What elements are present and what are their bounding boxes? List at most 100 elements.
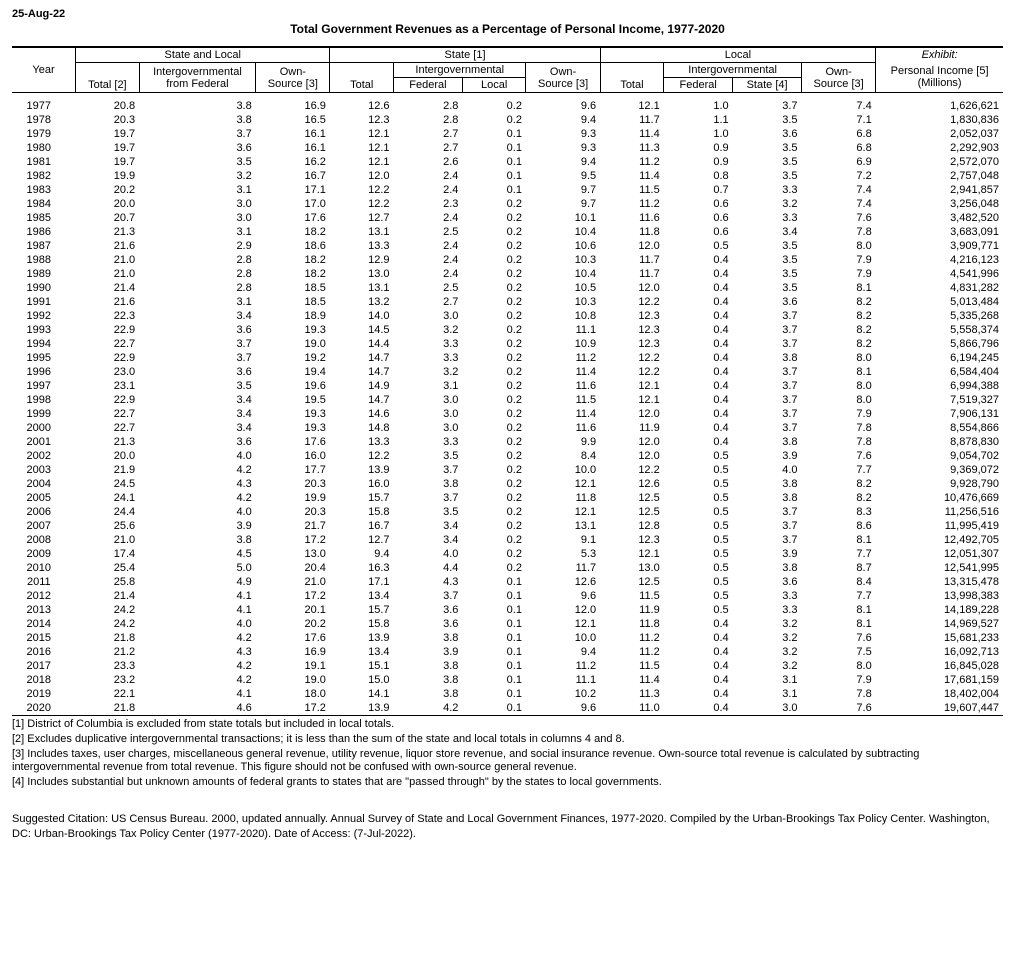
table-cell: 12.3 bbox=[600, 323, 664, 337]
table-cell: 3.3 bbox=[733, 211, 802, 225]
table-cell: 0.4 bbox=[664, 365, 733, 379]
table-cell: 22.7 bbox=[76, 337, 140, 351]
table-cell: 0.4 bbox=[664, 309, 733, 323]
table-cell: 2007 bbox=[12, 519, 76, 533]
table-cell: 13.3 bbox=[330, 239, 394, 253]
table-cell: 11.0 bbox=[600, 701, 664, 716]
table-cell: 15.0 bbox=[330, 673, 394, 687]
table-cell: 0.5 bbox=[664, 463, 733, 477]
table-cell: 21.6 bbox=[76, 239, 140, 253]
table-cell: 2014 bbox=[12, 617, 76, 631]
table-cell: 3.7 bbox=[139, 127, 256, 141]
citation: Suggested Citation: US Census Bureau. 20… bbox=[12, 812, 1003, 842]
group-state-local: State and Local bbox=[76, 47, 330, 63]
table-cell: 1,626,621 bbox=[876, 99, 1003, 113]
table-body: 197720.83.816.912.62.80.29.612.11.03.77.… bbox=[12, 93, 1003, 716]
table-cell: 12.1 bbox=[330, 155, 394, 169]
table-cell: 11.2 bbox=[600, 197, 664, 211]
table-cell: 3.7 bbox=[139, 337, 256, 351]
table-cell: 3.6 bbox=[733, 575, 802, 589]
table-cell: 7.8 bbox=[802, 421, 876, 435]
table-cell: 2.7 bbox=[394, 295, 463, 309]
table-cell: 0.2 bbox=[462, 295, 526, 309]
table-cell: 3.7 bbox=[733, 421, 802, 435]
table-cell: 4.5 bbox=[139, 547, 256, 561]
table-cell: 11,995,419 bbox=[876, 519, 1003, 533]
table-cell: 3.5 bbox=[139, 155, 256, 169]
table-row: 197919.73.716.112.12.70.19.311.41.03.66.… bbox=[12, 127, 1003, 141]
table-cell: 12.1 bbox=[526, 477, 600, 491]
table-cell: 15.8 bbox=[330, 505, 394, 519]
table-cell: 10.3 bbox=[526, 295, 600, 309]
table-cell: 19.9 bbox=[76, 169, 140, 183]
table-cell: 7,519,327 bbox=[876, 393, 1003, 407]
table-cell: 0.2 bbox=[462, 323, 526, 337]
table-cell: 5,558,374 bbox=[876, 323, 1003, 337]
table-cell: 20.2 bbox=[76, 183, 140, 197]
table-cell: 19.0 bbox=[256, 673, 330, 687]
table-cell: 2.8 bbox=[139, 281, 256, 295]
table-cell: 13,315,478 bbox=[876, 575, 1003, 589]
table-cell: 8.2 bbox=[802, 337, 876, 351]
table-cell: 4.0 bbox=[139, 449, 256, 463]
table-row: 201424.24.020.215.83.60.112.111.80.43.28… bbox=[12, 617, 1003, 631]
table-cell: 12.0 bbox=[600, 281, 664, 295]
table-cell: 3.5 bbox=[394, 505, 463, 519]
table-cell: 12.2 bbox=[600, 351, 664, 365]
table-cell: 0.2 bbox=[462, 547, 526, 561]
table-cell: 6,994,388 bbox=[876, 379, 1003, 393]
table-cell: 12.2 bbox=[600, 463, 664, 477]
table-cell: 12.7 bbox=[330, 533, 394, 547]
table-cell: 8.2 bbox=[802, 309, 876, 323]
table-cell: 2.4 bbox=[394, 253, 463, 267]
table-row: 200424.54.320.316.03.80.212.112.60.53.88… bbox=[12, 477, 1003, 491]
table-cell: 11.5 bbox=[600, 659, 664, 673]
table-cell: 12.0 bbox=[600, 435, 664, 449]
table-cell: 11.4 bbox=[526, 407, 600, 421]
table-cell: 8.4 bbox=[526, 449, 600, 463]
table-cell: 3.0 bbox=[394, 407, 463, 421]
table-cell: 3.4 bbox=[394, 519, 463, 533]
table-cell: 3.8 bbox=[733, 491, 802, 505]
table-cell: 3,482,520 bbox=[876, 211, 1003, 225]
table-cell: 0.5 bbox=[664, 603, 733, 617]
table-cell: 19.7 bbox=[76, 127, 140, 141]
col-s-ig: Intergovernmental bbox=[394, 63, 526, 78]
table-cell: 1987 bbox=[12, 239, 76, 253]
table-cell: 12.1 bbox=[526, 505, 600, 519]
table-cell: 0.4 bbox=[664, 407, 733, 421]
table-cell: 8.1 bbox=[802, 281, 876, 295]
table-cell: 3.7 bbox=[733, 99, 802, 113]
col-s-loc: Local bbox=[462, 78, 526, 93]
table-cell: 12.1 bbox=[600, 379, 664, 393]
table-cell: 13.9 bbox=[330, 701, 394, 716]
table-cell: 2008 bbox=[12, 533, 76, 547]
table-cell: 0.4 bbox=[664, 295, 733, 309]
table-cell: 3.5 bbox=[733, 141, 802, 155]
table-cell: 1977 bbox=[12, 99, 76, 113]
table-cell: 3.0 bbox=[394, 421, 463, 435]
table-cell: 22.1 bbox=[76, 687, 140, 701]
table-cell: 8.4 bbox=[802, 575, 876, 589]
table-cell: 12.3 bbox=[600, 337, 664, 351]
table-cell: 3.6 bbox=[139, 323, 256, 337]
table-cell: 11.6 bbox=[600, 211, 664, 225]
table-cell: 19,607,447 bbox=[876, 701, 1003, 716]
table-cell: 19.9 bbox=[256, 491, 330, 505]
table-cell: 2010 bbox=[12, 561, 76, 575]
table-cell: 4.2 bbox=[139, 673, 256, 687]
table-cell: 0.1 bbox=[462, 659, 526, 673]
table-cell: 0.2 bbox=[462, 533, 526, 547]
table-row: 199922.73.419.314.63.00.211.412.00.43.77… bbox=[12, 407, 1003, 421]
table-cell: 3.5 bbox=[733, 169, 802, 183]
table-cell: 0.5 bbox=[664, 491, 733, 505]
table-cell: 10.3 bbox=[526, 253, 600, 267]
table-cell: 2002 bbox=[12, 449, 76, 463]
table-row: 200917.44.513.09.44.00.25.312.10.53.97.7… bbox=[12, 547, 1003, 561]
col-l-own: Own-Source [3] bbox=[802, 63, 876, 93]
table-cell: 19.7 bbox=[76, 155, 140, 169]
col-l-state: State [4] bbox=[733, 78, 802, 93]
table-cell: 12.1 bbox=[600, 393, 664, 407]
footnotes: [1] District of Columbia is excluded fro… bbox=[12, 718, 1003, 790]
table-row: 197720.83.816.912.62.80.29.612.11.03.77.… bbox=[12, 99, 1003, 113]
